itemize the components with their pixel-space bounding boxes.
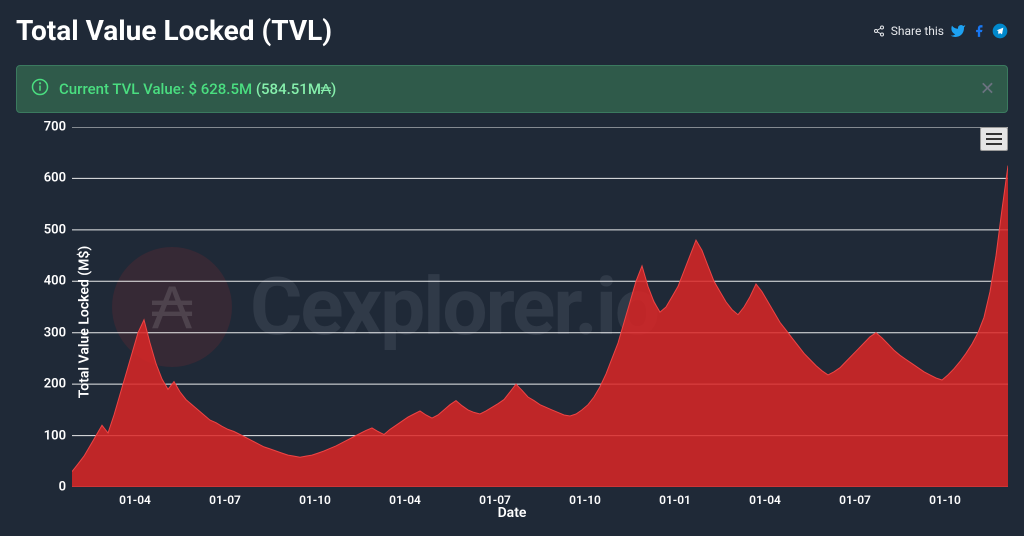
y-tick-label: 700 [26,120,66,135]
banner-subvalue: (584.51M₳) [256,80,336,98]
y-tick-label: 500 [26,222,66,237]
share-label: Share this [891,24,944,38]
banner-text: Current TVL Value: $ 628.5M (584.51M₳) [59,80,336,98]
tvl-chart: Total Value Locked (M$) Date ₳ Cexplorer… [16,127,1008,517]
x-tick-label: 01-10 [299,493,331,507]
chart-menu-button[interactable] [980,127,1008,151]
y-tick-label: 100 [26,428,66,443]
close-icon[interactable]: ✕ [980,79,995,100]
twitter-icon[interactable] [950,23,966,39]
y-tick-label: 0 [26,480,66,495]
y-tick-label: 300 [26,325,66,340]
status-banner: Current TVL Value: $ 628.5M (584.51M₳) ✕ [16,65,1008,113]
x-axis-label: Date [498,505,527,521]
facebook-icon[interactable] [972,24,986,38]
x-tick-label: 01-07 [839,493,871,507]
plot-area: ₳ Cexplorer.io [72,127,1008,487]
x-tick-label: 01-10 [569,493,601,507]
share-icon [873,25,885,37]
header: Total Value Locked (TVL) Share this [16,14,1008,47]
x-tick-label: 01-07 [479,493,511,507]
banner-prefix: Current TVL Value: [59,80,188,98]
x-tick-label: 01-04 [389,493,421,507]
chart-svg [72,127,1008,487]
y-tick-label: 400 [26,274,66,289]
x-tick-label: 01-07 [209,493,241,507]
x-tick-label: 01-01 [659,493,691,507]
page-title: Total Value Locked (TVL) [16,14,332,47]
y-tick-label: 600 [26,171,66,186]
y-tick-label: 200 [26,377,66,392]
banner-value: $ 628.5M [188,80,255,98]
share-group: Share this [873,23,1008,39]
x-tick-label: 01-04 [749,493,781,507]
telegram-icon[interactable] [992,23,1008,39]
x-tick-label: 01-04 [119,493,151,507]
info-icon [31,78,49,100]
x-tick-label: 01-10 [929,493,961,507]
